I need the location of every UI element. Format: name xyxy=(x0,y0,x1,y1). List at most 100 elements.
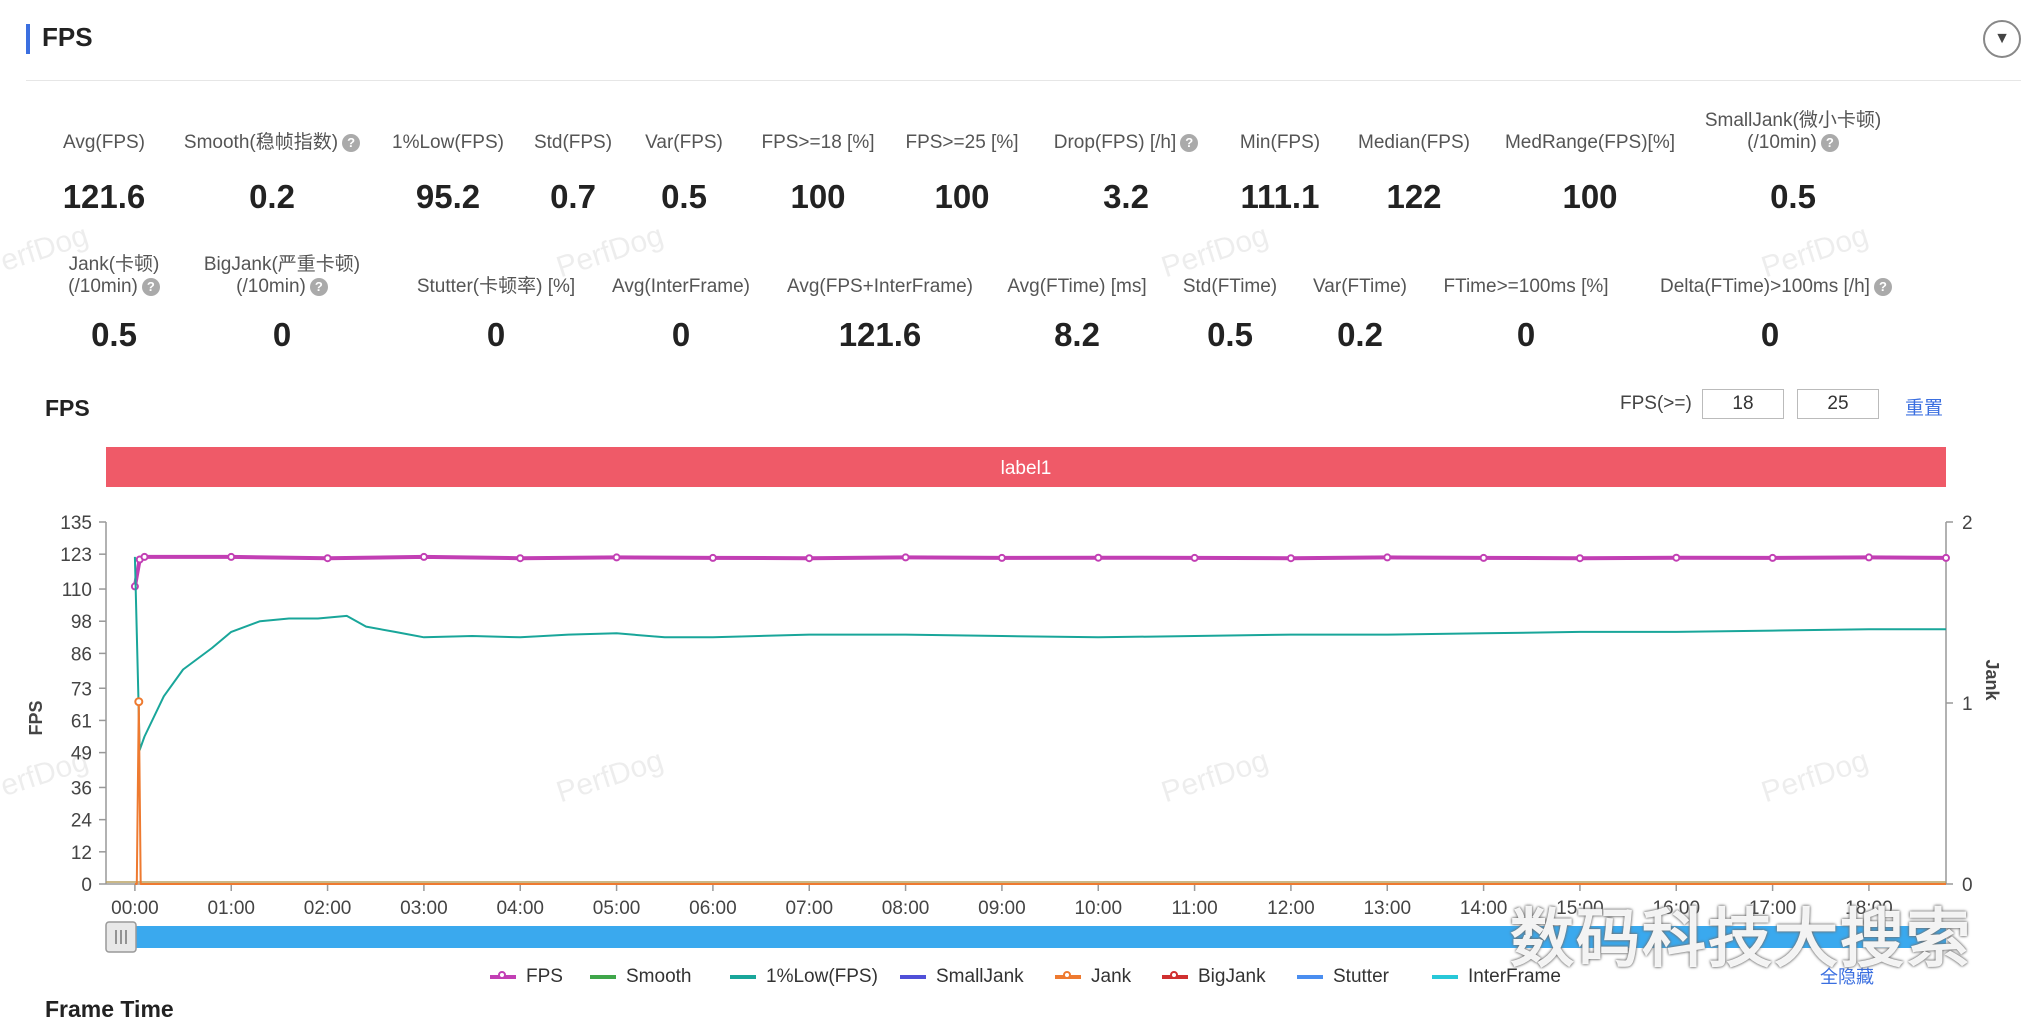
fps-point xyxy=(1864,553,1873,562)
legend-item[interactable]: FPS xyxy=(490,963,563,991)
legend-label: Jank xyxy=(1091,966,1132,987)
legend-item[interactable]: InterFrame xyxy=(1432,963,1561,991)
metric-label: Var(FTime) xyxy=(1250,276,1470,298)
metric-label-text: Var(FTime) xyxy=(1313,276,1407,297)
metrics-row-1: Avg(FPS) 121.6 Smooth(稳帧指数)? 0.2 1%Low(FPS) 9… xyxy=(0,108,2040,228)
fps-point xyxy=(516,554,525,563)
metric-label-unit: (/10min)? xyxy=(1683,132,1903,154)
fps-point xyxy=(419,552,428,561)
y-tick-label: 123 xyxy=(60,545,92,566)
x-tick-label: 00:00 xyxy=(111,898,159,919)
collapse-button[interactable]: ▼ xyxy=(1983,20,2021,58)
y-axis-title: FPS xyxy=(26,700,46,735)
help-icon[interactable]: ? xyxy=(1180,133,1199,152)
threshold-input-1[interactable] xyxy=(1702,389,1784,419)
y2-tick-label: 1 xyxy=(1962,694,1973,715)
metric-value: 0 xyxy=(272,316,292,353)
zoom-slider-track xyxy=(106,926,1946,948)
legend-item[interactable]: Stutter xyxy=(1297,963,1389,991)
x-tick-label: 14:00 xyxy=(1460,898,1508,919)
metric-label-text: Std(FTime) xyxy=(1182,276,1278,297)
reset-link[interactable]: 重置 xyxy=(1905,398,1944,419)
metric-label-text: Avg(FTime) [ms] xyxy=(1007,276,1147,297)
metric-cell: Stutter(卡顿率) [%] 0 xyxy=(386,252,606,372)
legend-item[interactable]: Smooth xyxy=(590,963,691,991)
x-tick-label: 11:00 xyxy=(1172,898,1218,919)
y-tick-label: 0 xyxy=(81,875,92,896)
metric-label: FPS>=25 [%] xyxy=(852,132,1072,154)
metric-value: 100 xyxy=(790,178,846,215)
metric-cell: Delta(FTime)>100ms [/h]? 0 xyxy=(1660,252,1892,372)
legend-item[interactable]: 1%Low(FPS) xyxy=(730,963,878,991)
help-icon[interactable]: ? xyxy=(1873,277,1892,296)
legend-label: InterFrame xyxy=(1468,966,1561,987)
metric-value: 0 xyxy=(671,316,691,353)
fps-point xyxy=(1672,553,1681,562)
threshold-input-2[interactable] xyxy=(1797,389,1879,419)
fps-point xyxy=(140,552,149,561)
y-tick-label: 36 xyxy=(71,778,92,799)
x-tick-label: 01:00 xyxy=(207,898,255,919)
fps-point xyxy=(1383,553,1392,562)
metric-cell: Median(FPS) 122 xyxy=(1304,108,1524,228)
y2-axis-title: Jank xyxy=(1982,659,2002,701)
metric-label-unit: (/10min)? xyxy=(4,276,224,298)
metric-label: Jank(卡顿) xyxy=(4,254,224,276)
metric-cell: Var(FPS) 0.5 xyxy=(574,108,794,228)
fps-point xyxy=(1094,553,1103,562)
metric-value: 0.2 xyxy=(1337,316,1383,353)
help-icon[interactable]: ? xyxy=(141,277,160,296)
legend-item[interactable]: Jank xyxy=(1055,963,1131,991)
metric-cell: SmallJank(微小卡顿) (/10min)? 0.5 xyxy=(1683,108,1903,228)
fps-point xyxy=(227,552,236,561)
legend-item[interactable]: SmallJank xyxy=(900,963,1024,991)
metric-label-unit-text: (/10min) xyxy=(68,276,138,297)
label-band xyxy=(106,447,1946,487)
hide-all-link[interactable]: 全隐藏 xyxy=(1820,967,1874,987)
metric-value: 0.5 xyxy=(91,316,137,353)
metric-label-text: Drop(FPS) [/h] xyxy=(1053,132,1177,153)
metric-label: MedRange(FPS)[%] xyxy=(1480,132,1700,154)
legend-item[interactable]: BigJank xyxy=(1162,963,1266,991)
metric-label-text: Jank(卡顿) xyxy=(68,254,160,275)
metric-label: Std(FTime) xyxy=(1120,276,1340,298)
metric-label: Avg(FTime) [ms] xyxy=(967,276,1187,298)
metric-cell: Std(FPS) 0.7 xyxy=(463,108,683,228)
header-accent-bar xyxy=(26,24,30,54)
metric-value: 8.2 xyxy=(1054,316,1100,353)
metric-cell: Drop(FPS) [/h]? 3.2 xyxy=(1016,108,1236,228)
fps-point xyxy=(1190,553,1199,562)
x-tick-label: 09:00 xyxy=(978,898,1026,919)
metric-value: 0.2 xyxy=(249,178,295,215)
metric-value: 0 xyxy=(1516,316,1536,353)
x-tick-label: 04:00 xyxy=(496,898,544,919)
metric-cell: Avg(InterFrame) 0 xyxy=(571,252,791,372)
metric-cell: Avg(FTime) [ms] 8.2 xyxy=(967,252,1187,372)
fps-point xyxy=(1942,553,1950,562)
metric-label-text: Var(FPS) xyxy=(645,132,723,153)
metric-cell: FPS>=18 [%] 100 xyxy=(708,108,928,228)
metric-cell: BigJank(严重卡顿) (/10min)? 0 xyxy=(172,252,392,372)
metric-label-text: 1%Low(FPS) xyxy=(392,132,504,153)
y-tick-label: 49 xyxy=(71,744,92,765)
x-tick-label: 06:00 xyxy=(689,898,737,919)
metric-label-text: Avg(FPS) xyxy=(62,132,145,153)
metric-label-text: FPS>=18 [%] xyxy=(761,132,875,153)
x-tick-label: 03:00 xyxy=(400,898,448,919)
metric-cell: 1%Low(FPS) 95.2 xyxy=(338,108,558,228)
metric-cell: Min(FPS) 111.1 xyxy=(1170,108,1390,228)
label-band-text: label1 xyxy=(1001,458,1052,479)
legend-label: SmallJank xyxy=(936,966,1024,987)
help-icon[interactable]: ? xyxy=(309,277,328,296)
help-icon[interactable]: ? xyxy=(342,133,361,152)
metric-label: Min(FPS) xyxy=(1170,132,1390,154)
legend-swatch-icon xyxy=(730,975,756,979)
x-tick-label: 10:00 xyxy=(1074,898,1122,919)
help-icon[interactable]: ? xyxy=(1820,133,1839,152)
legend-swatch-icon xyxy=(1297,975,1323,979)
legend-swatch-icon xyxy=(590,975,616,979)
metric-value: 122 xyxy=(1386,178,1442,215)
series-line xyxy=(133,556,1946,751)
x-tick-label: 08:00 xyxy=(882,898,930,919)
x-tick-label: 02:00 xyxy=(304,898,352,919)
